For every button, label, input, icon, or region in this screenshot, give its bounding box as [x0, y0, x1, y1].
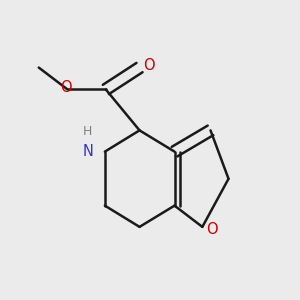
Text: O: O [206, 222, 217, 237]
Text: N: N [82, 144, 93, 159]
Text: O: O [60, 80, 72, 95]
Text: H: H [83, 125, 92, 138]
Text: O: O [143, 58, 155, 74]
